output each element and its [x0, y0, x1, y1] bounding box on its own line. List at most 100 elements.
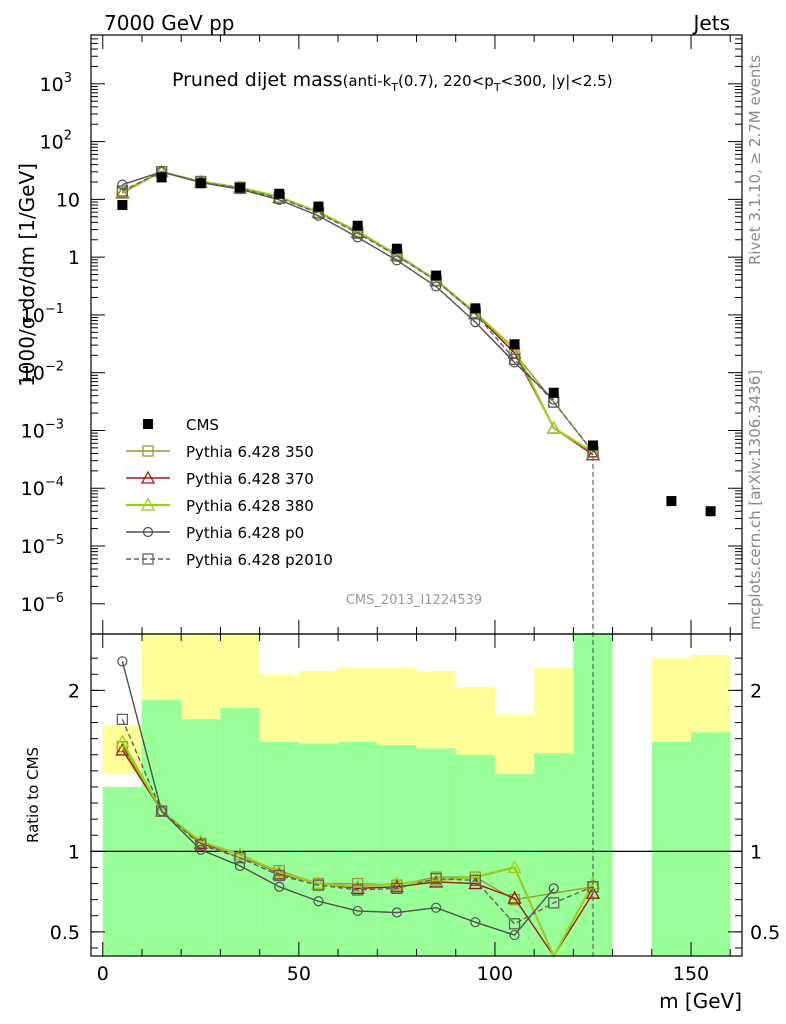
ratio-band-green	[455, 754, 495, 956]
ratio-point-4	[155, 805, 168, 817]
y-tick-base: 10	[40, 74, 64, 96]
y-tick-base: 10	[21, 536, 45, 558]
ratio-point-3	[391, 907, 402, 918]
cms-data-point	[195, 178, 206, 189]
ratio-point-2	[272, 864, 287, 878]
cms-data-point	[235, 182, 246, 193]
ratio-point-1	[389, 879, 404, 893]
y-tick-exponent: −3	[45, 417, 64, 432]
cms-data-point	[509, 339, 520, 350]
x-tick-label: 0	[97, 963, 109, 985]
y-tick-exponent: 3	[64, 71, 72, 86]
header-right: Jets	[692, 11, 730, 35]
ratio-point-4	[352, 884, 364, 896]
y-tick-exponent: −2	[45, 360, 64, 375]
cms-data-point	[313, 201, 324, 212]
ratio-band-green	[651, 741, 692, 956]
ratio-point-2	[311, 876, 326, 890]
y-tick-label: 10−5	[21, 533, 64, 558]
cms-data-point	[117, 199, 128, 210]
main-frame	[90, 34, 743, 635]
cms-data-point	[666, 496, 677, 507]
legend-marker-5	[142, 553, 154, 565]
header-left: 7000 GeV pp	[104, 11, 235, 35]
legend-marker-3	[140, 497, 156, 511]
ratio-point-1	[115, 742, 130, 756]
ratio-point-3	[313, 896, 324, 907]
title-sub-e: <300, |y|<2.5)	[501, 72, 613, 90]
legend-label-2: Pythia 6.428 370	[186, 470, 314, 488]
title-sub-a: (anti-k	[343, 72, 392, 90]
ratio-point-0	[508, 894, 521, 906]
ratio-point-3	[431, 902, 442, 913]
cms-data-point	[470, 303, 481, 314]
x-tick-label: 100	[477, 963, 513, 985]
ratio-point-4	[234, 852, 246, 864]
legend: CMS Pythia 6.428 350 Pythia 6.428 370 Pythi…	[126, 416, 333, 569]
cms-data-point	[431, 270, 442, 281]
rivet-label: Rivet 3.1.10, ≥ 2.7M events	[746, 55, 764, 265]
x-tick-label: 150	[673, 963, 709, 985]
ratio-band-green	[338, 741, 378, 956]
y-tick-label: 10−6	[21, 591, 64, 616]
ratio-tick-label-right: 0.5	[750, 922, 780, 944]
x-axis-label: m [GeV]	[659, 989, 742, 1013]
series-point-2	[546, 420, 561, 434]
ratio-point-3	[352, 905, 363, 917]
ratio-point-3	[234, 860, 246, 871]
y-tick-label: 10−3	[21, 417, 64, 442]
ratio-point-4	[391, 882, 403, 895]
ratio-point-2	[507, 860, 522, 874]
series-line-1	[122, 171, 594, 456]
ratio-point-4	[508, 918, 521, 930]
legend-marker-cms	[143, 419, 153, 429]
y-tick-base: 10	[21, 594, 45, 616]
ratio-band-green	[220, 708, 260, 956]
y-tick-exponent: 2	[64, 129, 72, 144]
ratio-point-4	[548, 897, 560, 909]
plot-title: Pruned dijet mass(anti-kT(0.7), 220<pT<3…	[172, 69, 613, 94]
legend-label-5: Pythia 6.428 p2010	[186, 551, 333, 569]
ratio-point-2	[350, 879, 365, 893]
ratio-tick-label-right: 2	[750, 680, 762, 702]
ratio-band-green	[534, 753, 574, 956]
cms-data-point	[587, 440, 598, 451]
cms-data-point	[274, 188, 285, 199]
ratio-band-green	[377, 745, 417, 956]
mcplots-label: mcplots.cern.ch [arXiv:1306.3436]	[746, 370, 764, 630]
series-line-2	[121, 170, 594, 454]
y-tick-base: 10	[21, 363, 45, 385]
y-tick-exponent: −6	[45, 591, 64, 606]
series-point-4	[116, 185, 129, 197]
y-tick-base: 1	[68, 247, 80, 269]
ratio-point-4	[273, 869, 285, 882]
title-sub-d: T	[493, 81, 501, 94]
y-tick-exponent: −5	[45, 533, 64, 548]
y-tick-exponent: −4	[45, 475, 64, 490]
x-tick-label: 50	[287, 963, 311, 985]
ratio-bands	[91, 634, 742, 956]
series-line-0	[122, 171, 594, 453]
y-tick-label: 10−1	[21, 302, 64, 327]
ratio-point-3	[117, 656, 128, 667]
ratio-band-green	[259, 741, 299, 956]
cms-data-point	[156, 172, 167, 183]
ratio-tick-label: 1	[68, 841, 80, 863]
series-point-3	[431, 281, 442, 292]
y-tick-label: 10−2	[21, 360, 64, 385]
ratio-point-1	[468, 876, 483, 890]
ratio-point-2	[115, 734, 130, 748]
ratio-line-3	[121, 661, 555, 936]
y-tick-base: 10	[40, 132, 64, 154]
ratio-point-2	[193, 834, 208, 848]
ratio-point-3	[274, 881, 285, 892]
data-points	[117, 172, 716, 517]
series-line-3	[122, 171, 555, 401]
series-point-3	[470, 317, 481, 328]
ratio-tick-label: 2	[68, 680, 80, 702]
y-tick-label: 10	[56, 189, 80, 211]
legend-marker-2	[140, 470, 156, 484]
y-tick-label: 10−4	[21, 475, 64, 500]
